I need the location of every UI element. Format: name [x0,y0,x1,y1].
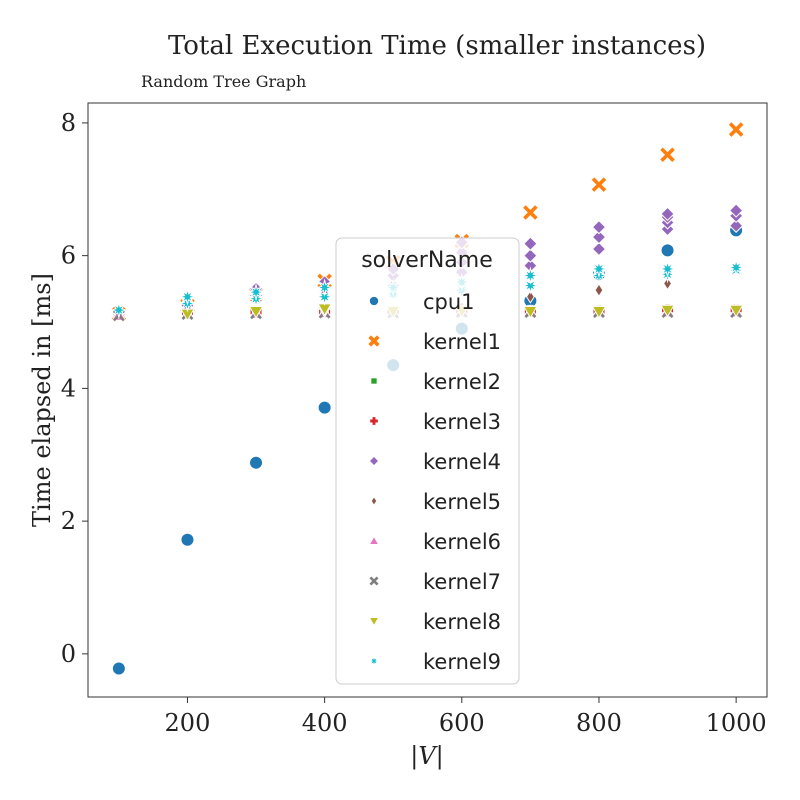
legend-marker-kernel7 [369,576,379,586]
kernel9-point [246,282,266,302]
legend: solverName cpu1 kernel1 kernel2 kernel3 kern… [335,237,520,685]
kernel8-point [591,306,607,319]
x-tick-label: 200 [165,709,211,737]
kernel9-point [315,278,334,297]
y-tick-label: 4 [61,374,76,402]
kernel9-point [109,300,129,320]
kernel8-point [660,304,675,318]
kernel4-point [728,203,744,218]
legend-marker-kernel6 [368,535,380,546]
legend-marker-kernel1 [368,335,380,347]
kernel1-point [728,122,744,137]
legend-items: cpu1 kernel1 kernel2 kernel3 kernel4 kernel5 k… [366,290,501,674]
legend-marker-kernel5 [370,495,378,507]
legend-label: kernel3 [423,410,501,434]
legend-marker-kernel4 [368,455,380,467]
y-axis-ticks: 0 2 4 6 8 [61,109,88,668]
kernel9-point [521,276,540,295]
legend-label: kernel6 [423,530,501,554]
kernel9-point [521,266,540,285]
kernel4-point [591,229,607,245]
y-axis-label: Time elapsed in [ms] [28,273,56,527]
y-tick-label: 0 [61,640,76,668]
kernel5-point [525,289,535,304]
kernel4-point [728,218,744,233]
cpu1-point [111,661,126,676]
legend-item-kernel8: kernel8 [368,610,501,634]
legend-item-cpu1: cpu1 [368,290,475,314]
legend-item-kernel9: kernel9 [366,650,501,674]
kernel1-point [591,177,607,192]
legend-item-kernel4: kernel4 [368,450,501,474]
kernel9-point [658,259,677,279]
legend-marker-cpu1 [368,295,380,307]
y-tick-label: 6 [61,242,76,270]
cpu1-point [317,400,332,415]
x-tick-label: 800 [576,709,622,737]
cpu1-point [180,532,195,547]
kernel9-point [178,287,197,307]
points-layer [109,122,746,676]
y-tick-label: 8 [61,109,76,137]
kernel8-point [728,304,744,318]
kernel4-point [523,236,538,251]
legend-label: kernel4 [423,450,501,474]
legend-marker-kernel9 [366,653,382,669]
legend-item-kernel2: kernel2 [370,370,501,394]
x-tick-label: 400 [302,709,348,737]
legend-item-kernel6: kernel6 [368,530,501,554]
x-axis-label: |V| [410,742,444,771]
x-axis-ticks: 200 400 600 800 1000 [165,697,767,737]
legend-marker-kernel8 [368,616,380,627]
legend-label: kernel1 [423,330,501,354]
legend-item-kernel1: kernel1 [368,330,501,354]
chart-title: Total Execution Time (smaller instances) [168,31,706,61]
cpu1-point [249,455,264,470]
kernel5-point [663,276,673,291]
legend-item-kernel7: kernel7 [369,570,501,594]
legend-box [335,237,520,685]
kernel4-point [523,248,538,263]
legend-title: solverName [361,248,493,273]
kernel4-point [660,206,675,222]
legend-label: kernel8 [423,610,501,634]
kernel9-point [315,287,334,307]
cpu1-point [660,243,675,258]
chart-subtitle: Random Tree Graph [141,72,306,91]
legend-label: cpu1 [423,290,475,314]
legend-label: kernel9 [423,650,501,674]
legend-label: kernel2 [423,370,501,394]
legend-label: kernel5 [423,490,501,514]
kernel4-point [591,241,607,257]
y-tick-label: 2 [61,507,76,535]
legend-label: kernel7 [423,570,501,594]
kernel8-point [523,306,538,319]
legend-marker-kernel3 [369,416,379,426]
legend-marker-kernel2 [370,377,378,385]
kernel9-point [726,258,746,277]
kernel9-point [589,259,609,279]
legend-item-kernel5: kernel5 [370,490,501,514]
x-tick-label: 1000 [706,709,767,737]
legend-item-kernel3: kernel3 [369,410,501,434]
x-tick-label: 600 [439,709,485,737]
kernel1-point [523,205,538,220]
kernel4-point [591,219,607,235]
kernel1-point [660,147,675,163]
kernel5-point [594,283,604,298]
